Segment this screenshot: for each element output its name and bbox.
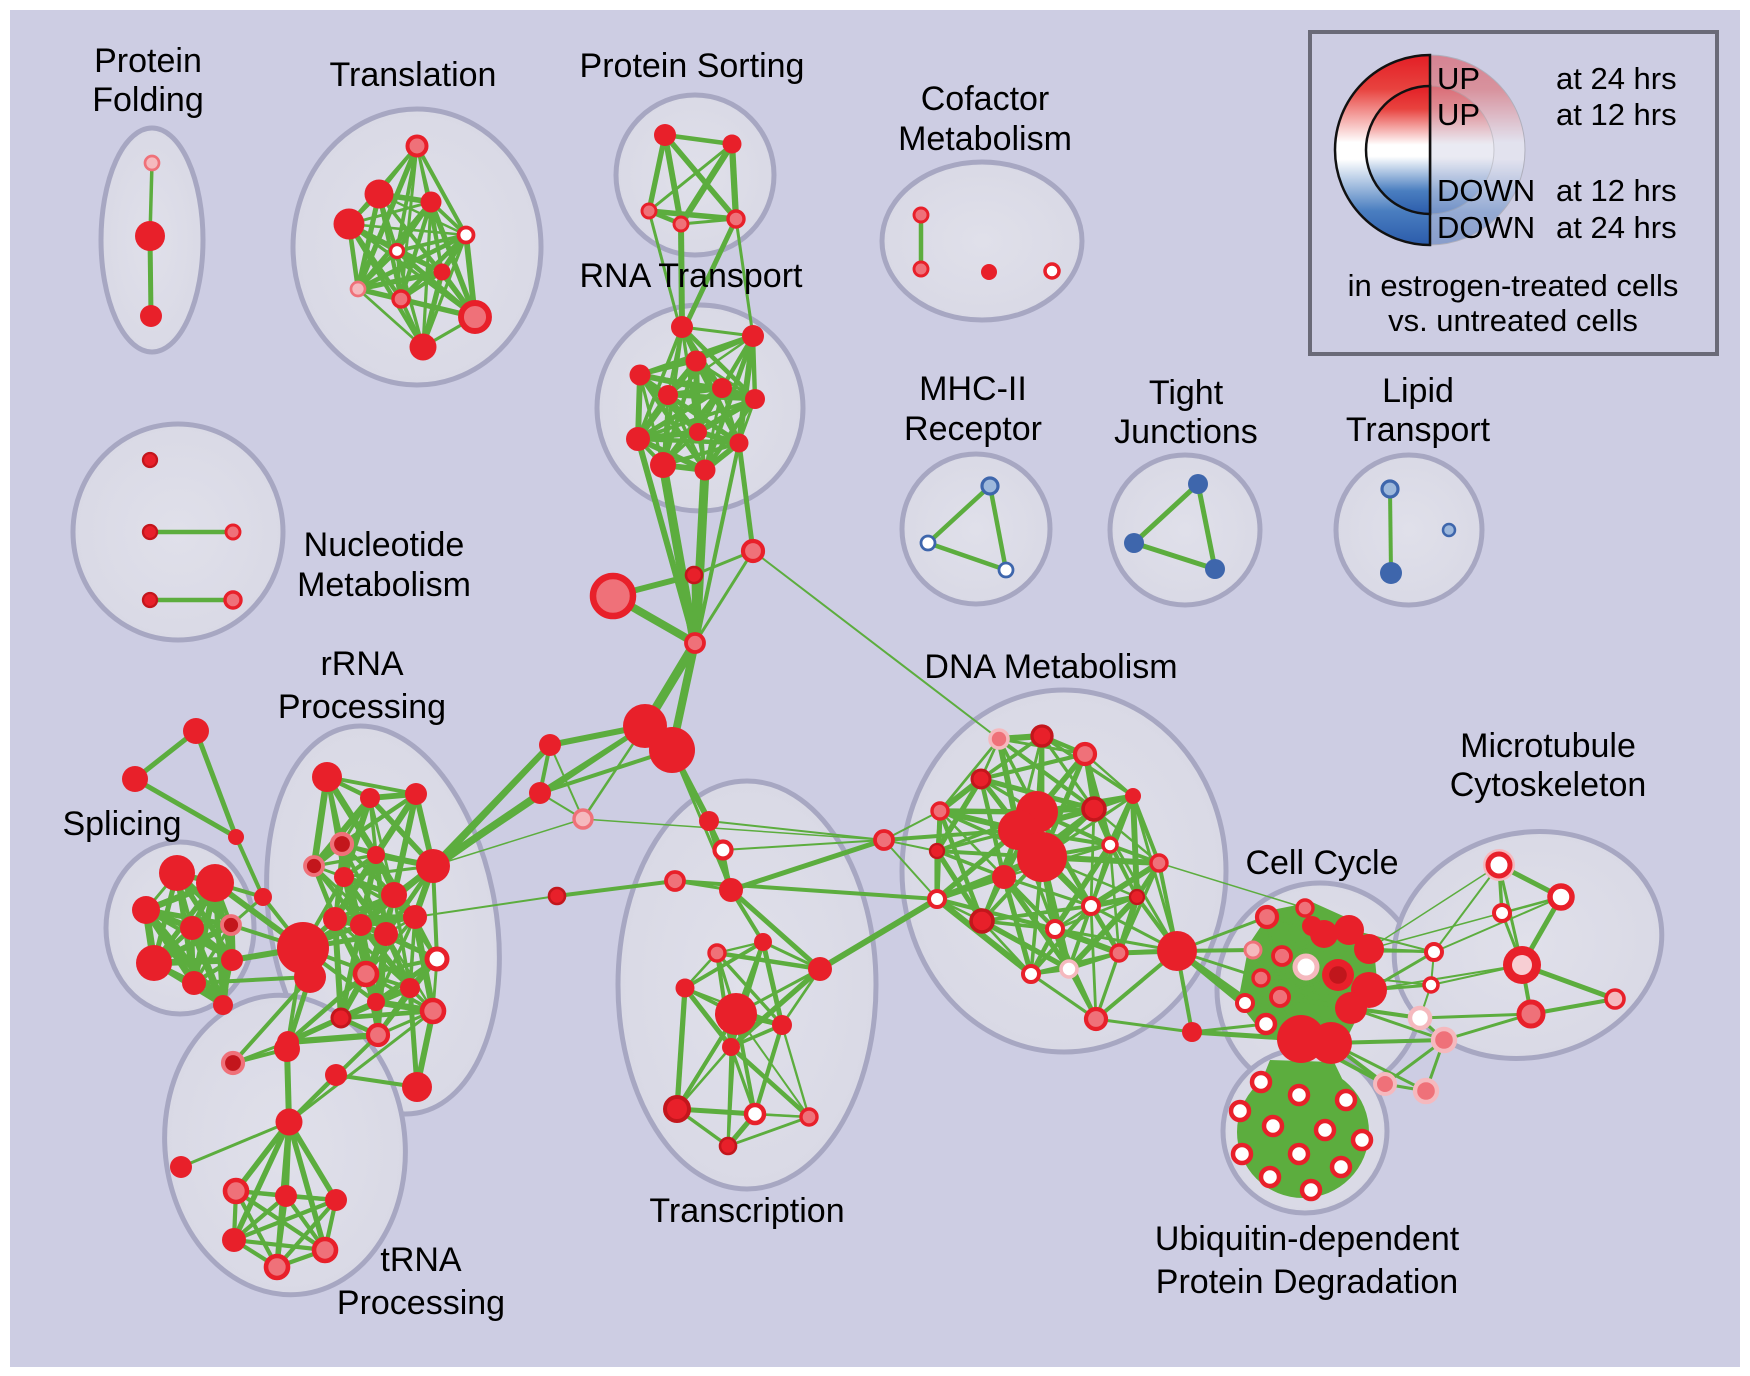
svg-text:Nucleotide: Nucleotide (304, 526, 465, 564)
svg-text:Lipid: Lipid (1382, 372, 1454, 410)
svg-text:Metabolism: Metabolism (297, 566, 471, 604)
svg-text:DOWN: DOWN (1437, 173, 1535, 208)
svg-text:RNA Transport: RNA Transport (580, 257, 804, 295)
svg-text:at 12 hrs: at 12 hrs (1556, 97, 1677, 132)
svg-text:Ubiquitin-dependent: Ubiquitin-dependent (1155, 1220, 1460, 1258)
svg-text:Receptor: Receptor (904, 410, 1042, 448)
svg-text:at 24 hrs: at 24 hrs (1556, 210, 1677, 245)
svg-text:Cofactor: Cofactor (921, 80, 1050, 118)
svg-text:tRNA: tRNA (380, 1241, 462, 1279)
svg-text:UP: UP (1437, 61, 1480, 96)
svg-text:DNA Metabolism: DNA Metabolism (924, 648, 1177, 686)
svg-text:Cytoskeleton: Cytoskeleton (1450, 766, 1647, 804)
svg-text:Folding: Folding (92, 81, 204, 119)
svg-text:Cell Cycle: Cell Cycle (1245, 844, 1398, 882)
svg-text:MHC-II: MHC-II (919, 370, 1027, 408)
svg-text:Protein Sorting: Protein Sorting (580, 47, 805, 85)
svg-text:Protein Degradation: Protein Degradation (1156, 1263, 1458, 1301)
svg-text:Processing: Processing (278, 688, 446, 726)
svg-text:Translation: Translation (330, 56, 497, 94)
svg-text:at 12 hrs: at 12 hrs (1556, 173, 1677, 208)
svg-text:Microtubule: Microtubule (1460, 727, 1636, 765)
svg-text:UP: UP (1437, 97, 1480, 132)
svg-text:DOWN: DOWN (1437, 210, 1535, 245)
svg-text:Junctions: Junctions (1114, 413, 1258, 451)
svg-text:vs. untreated cells: vs. untreated cells (1388, 303, 1638, 338)
svg-text:rRNA: rRNA (320, 645, 403, 683)
svg-text:in estrogen-treated cells: in estrogen-treated cells (1348, 268, 1679, 303)
svg-text:Processing: Processing (337, 1284, 505, 1322)
svg-text:Protein: Protein (94, 42, 202, 80)
svg-text:at 24 hrs: at 24 hrs (1556, 61, 1677, 96)
svg-text:Splicing: Splicing (62, 805, 181, 843)
svg-text:Tight: Tight (1149, 374, 1224, 412)
svg-text:Transcription: Transcription (649, 1192, 844, 1230)
svg-text:Transport: Transport (1346, 411, 1491, 449)
svg-text:Metabolism: Metabolism (898, 120, 1072, 158)
